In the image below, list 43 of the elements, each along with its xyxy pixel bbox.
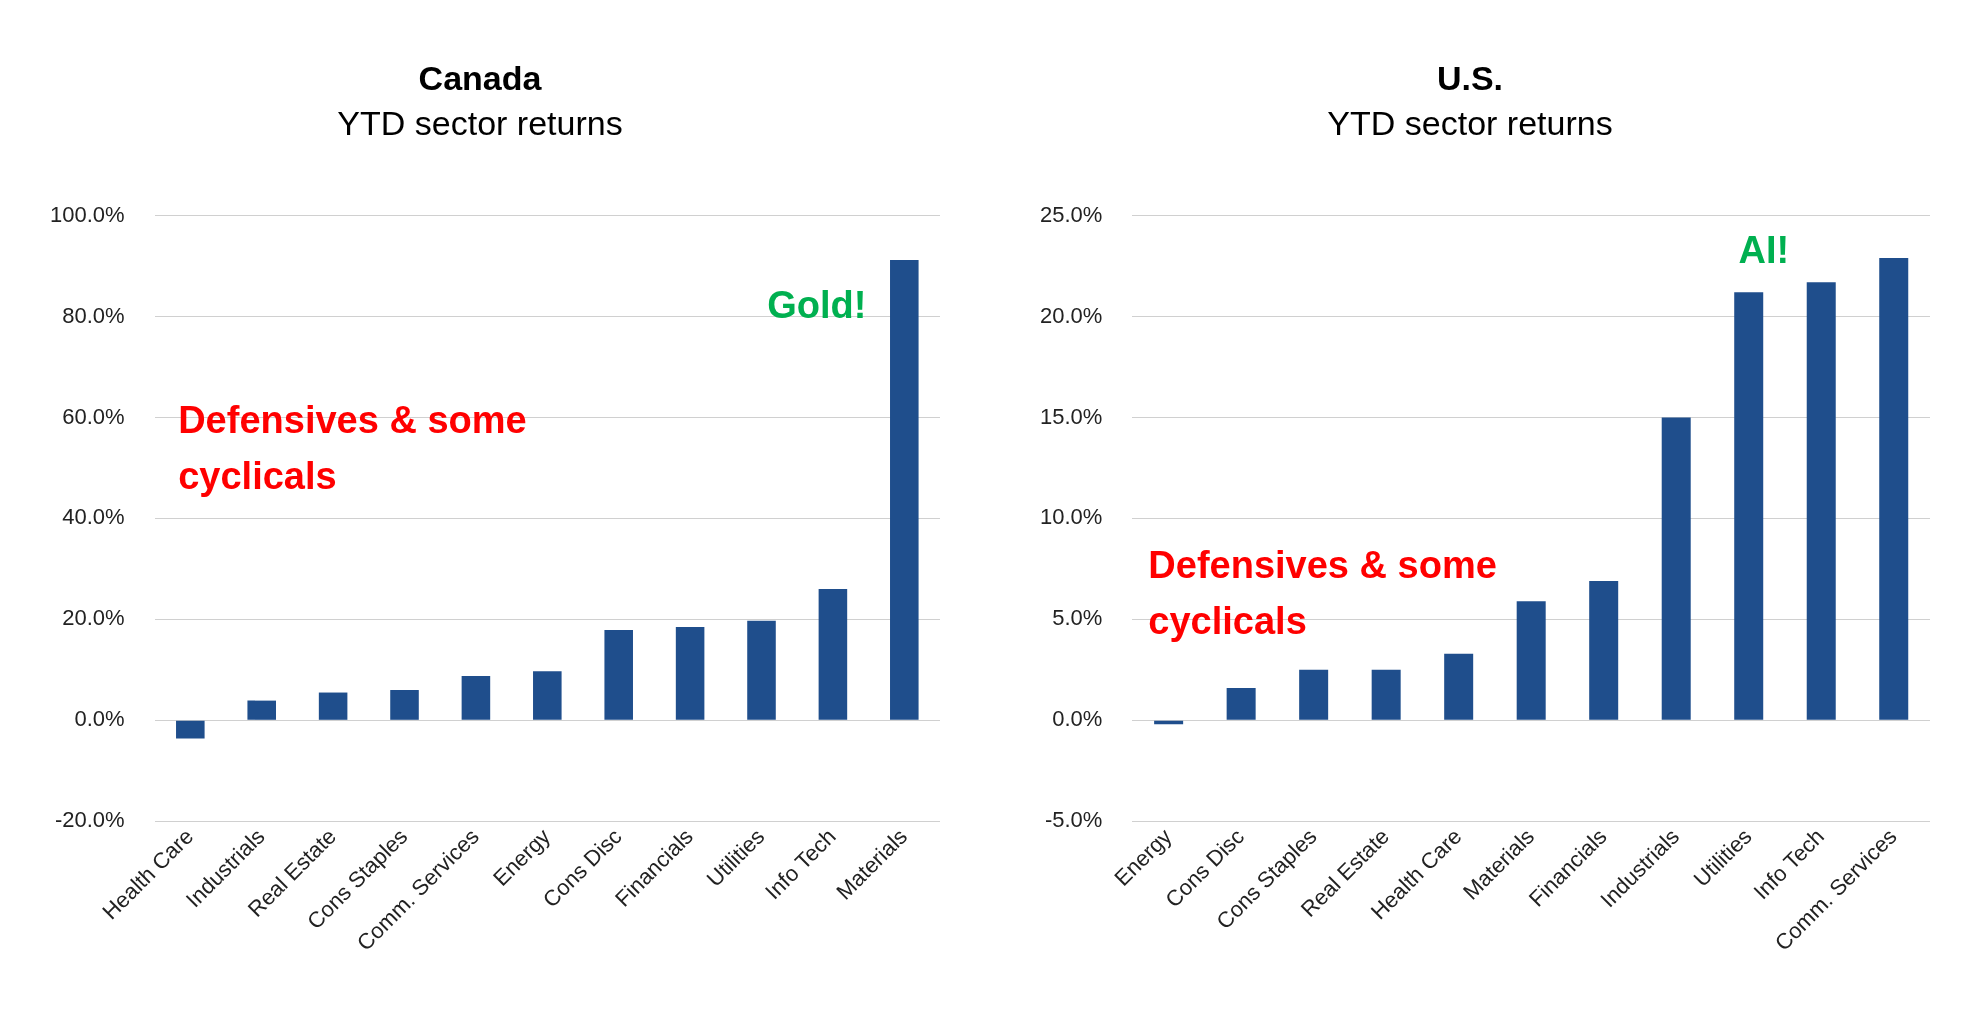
y-tick-label: -5.0% [1044, 807, 1103, 833]
y-tick-label: 15.0% [1039, 403, 1103, 429]
y-tick-label: 100.0% [49, 201, 125, 227]
bar [1661, 417, 1691, 720]
y-tick-label: 60.0% [62, 403, 125, 429]
y-tick-label: 0.0% [1052, 706, 1103, 732]
bar [1806, 282, 1836, 720]
y-tick-label: 5.0% [1052, 605, 1103, 631]
bar [818, 589, 848, 720]
bar [461, 675, 491, 720]
chart-title: Canada [418, 58, 543, 97]
chart-subtitle: YTD sector returns [1327, 103, 1613, 142]
bar [675, 626, 705, 720]
y-tick-label: 10.0% [1039, 504, 1103, 530]
bar [533, 671, 562, 720]
bar [747, 620, 776, 720]
bar [1299, 669, 1329, 720]
y-tick-label: 40.0% [62, 504, 125, 530]
y-tick-label: -20.0% [54, 807, 125, 833]
bar [1444, 653, 1474, 720]
bar [1516, 601, 1546, 720]
y-tick-label: 25.0% [1039, 201, 1103, 227]
bar [390, 690, 419, 720]
bar [1879, 257, 1909, 720]
bar [1589, 581, 1619, 720]
bar [247, 700, 276, 720]
bar [318, 692, 348, 720]
bar [176, 720, 205, 739]
bar [604, 629, 633, 720]
annotation: Defensives & some cyclicals [178, 398, 527, 497]
y-tick-label: 20.0% [1039, 302, 1103, 328]
bar [1371, 669, 1401, 720]
bar [1734, 292, 1764, 720]
y-tick-label: 80.0% [62, 302, 125, 328]
bar [890, 260, 919, 720]
chart-title: U.S. [1436, 58, 1504, 97]
chart-subtitle: YTD sector returns [337, 103, 623, 142]
annotation: Gold! [767, 283, 867, 326]
y-tick-label: 20.0% [62, 605, 125, 631]
bar [1226, 688, 1256, 720]
y-tick-label: 0.0% [74, 706, 125, 732]
annotation: Defensives & some cyclicals [1148, 544, 1497, 643]
annotation: AI! [1738, 229, 1790, 272]
